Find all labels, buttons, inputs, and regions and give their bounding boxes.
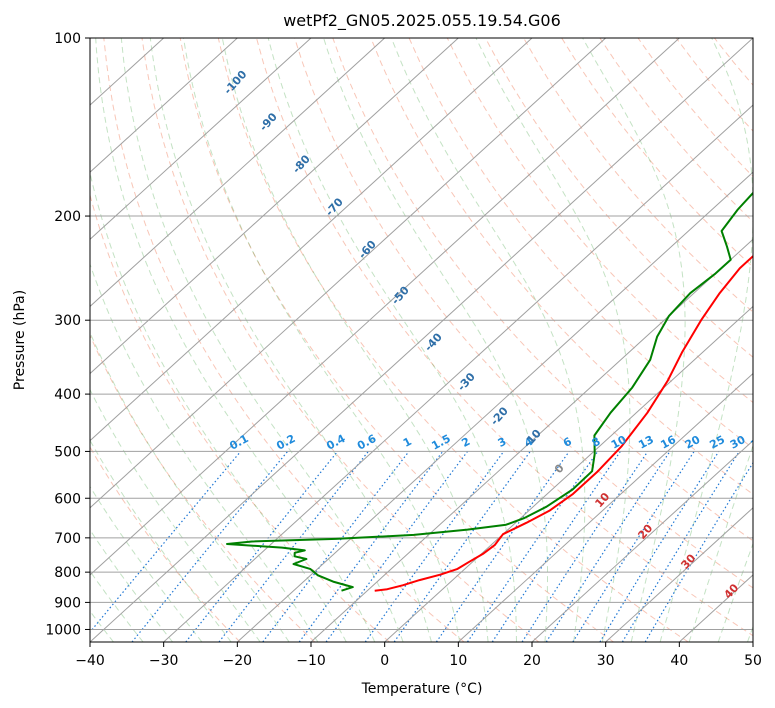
- x-tick-label: 40: [670, 653, 688, 669]
- mixing-ratio-line: [131, 451, 289, 642]
- mixing-ratio-line: [185, 451, 339, 642]
- y-axis-label: Pressure (hPa): [12, 290, 28, 390]
- dry-adiabat-line: [179, 38, 614, 642]
- y-tick-label: 700: [54, 531, 81, 547]
- x-tick-label: 0: [380, 653, 389, 669]
- dry-adiabat-line: [103, 38, 465, 642]
- y-tick-label: 1000: [45, 622, 81, 638]
- mixing-ratio-line: [90, 451, 242, 633]
- isotherm-line: [531, 439, 753, 642]
- dewpoint-profile: [226, 191, 753, 592]
- moist-adiabat-line: [183, 38, 461, 642]
- isotherm-line: [310, 238, 753, 642]
- mixing-ratio-line: [599, 451, 720, 642]
- isotherm-line: [457, 372, 753, 642]
- mixing-ratio-line: [491, 451, 621, 642]
- x-tick-label: −10: [296, 653, 326, 669]
- moist-adiabat-line: [120, 38, 404, 642]
- dry-adiabat-line: [408, 38, 753, 449]
- x-tick-label: −20: [223, 653, 253, 669]
- isotherm-line: [384, 305, 753, 642]
- mixing-ratio-line: [466, 451, 599, 642]
- dry-adiabat-line: [141, 38, 540, 642]
- mixing-ratio-label: 16: [658, 433, 678, 452]
- mixing-ratio-line: [298, 451, 444, 642]
- dry-adiabat-line: [90, 193, 390, 642]
- isotherm-line: [90, 38, 680, 576]
- temperature-profile: [374, 254, 753, 592]
- isotherm-line: [236, 171, 753, 642]
- moist-adiabat-line: [90, 529, 173, 642]
- mixing-ratio-label: 25: [707, 433, 727, 452]
- moist-adiabat-line: [475, 38, 631, 642]
- y-tick-label: 500: [54, 444, 81, 460]
- y-tick-label: 100: [54, 31, 81, 47]
- moist-adiabat-line: [659, 38, 753, 642]
- x-tick-label: −40: [75, 653, 105, 669]
- moist-adiabat-line: [323, 38, 548, 642]
- moist-adiabat-line: [717, 542, 753, 642]
- x-tick-label: 30: [597, 653, 615, 669]
- y-tick-label: 300: [54, 313, 81, 329]
- isotherm-line: [90, 38, 312, 241]
- isotherm-line: [90, 38, 238, 173]
- moist-adiabat-line: [90, 570, 144, 642]
- isotherm-line: [605, 507, 753, 642]
- y-tick-label: 800: [54, 565, 81, 581]
- mixing-ratio-line: [572, 451, 695, 642]
- mixing-ratio-label: 30: [728, 433, 748, 452]
- moist-adiabat-line: [90, 170, 347, 642]
- moist-adiabat-line: [221, 38, 489, 642]
- y-tick-label: 400: [54, 387, 81, 403]
- y-tick-label: 900: [54, 595, 81, 611]
- background-lines: [90, 38, 753, 642]
- chart-title: wetPf2_GN05.2025.055.19.54.G06: [283, 11, 561, 31]
- isotherm-line: [90, 38, 459, 375]
- x-tick-label: 50: [744, 653, 762, 669]
- moist-adiabat-line: [90, 262, 319, 642]
- dry-adiabat-line: [370, 38, 753, 495]
- mixing-ratio-label: 13: [636, 433, 656, 452]
- dry-adiabat-line: [523, 38, 753, 313]
- moist-adiabat-line: [90, 388, 261, 642]
- mixing-ratio-line: [435, 451, 570, 642]
- mixing-ratio-line: [325, 451, 468, 642]
- profile-series: [226, 191, 753, 592]
- y-tick-label: 200: [54, 209, 81, 225]
- mixing-ratio-line: [262, 451, 410, 642]
- plot-frame: [89, 37, 754, 643]
- mixing-ratio-label: 20: [683, 433, 703, 452]
- moist-adiabat-line: [149, 38, 432, 642]
- moist-adiabat-line: [90, 331, 290, 642]
- moist-adiabat-line: [688, 444, 753, 642]
- x-axis-label: Temperature (°C): [361, 681, 483, 697]
- x-tick-label: 10: [449, 653, 467, 669]
- dry-adiabat-line: [332, 38, 753, 542]
- isotherm-line: [90, 38, 753, 642]
- isotherm-line: [90, 38, 386, 308]
- axes: −40 −30 −20 −10 0 10 20 30 40 50 100 200 300 400 500 60…: [45, 31, 762, 669]
- isotherm-line: [90, 38, 533, 442]
- y-tick-label: 600: [54, 491, 81, 507]
- dry-adiabat-line: [446, 38, 753, 404]
- moist-adiabat-line: [90, 439, 232, 642]
- mixing-ratio-label: 10: [609, 433, 629, 452]
- mixing-ratio-line: [621, 451, 740, 642]
- dry-adiabat-line: [256, 38, 753, 637]
- x-tick-label: 20: [523, 653, 541, 669]
- x-tick-label: −30: [149, 653, 179, 669]
- dry-adiabat-line: [294, 38, 753, 589]
- mixing-ratio-label: 36: [749, 433, 769, 452]
- moist-adiabat-line: [95, 38, 376, 642]
- mixing-ratio-line: [364, 451, 505, 642]
- isotherm-line: [90, 38, 607, 509]
- dry-adiabat-line: [484, 38, 753, 358]
- mixing-ratio-line: [545, 451, 671, 642]
- dry-adiabat-line: [217, 38, 689, 642]
- mixing-ratio-line: [521, 451, 649, 642]
- moist-adiabat-line: [582, 38, 686, 642]
- moist-adiabat-line: [267, 38, 517, 642]
